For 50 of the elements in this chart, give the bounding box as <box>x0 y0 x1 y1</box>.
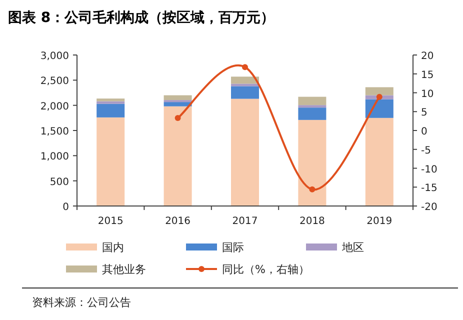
bar <box>96 104 125 118</box>
y2-tick-label: 5 <box>421 108 428 119</box>
y2-tick-label: 15 <box>421 70 434 81</box>
y2-tick-label: -5 <box>421 145 431 156</box>
bar <box>298 108 326 120</box>
y-tick-label: 500 <box>50 176 69 188</box>
bar <box>298 105 326 108</box>
point <box>376 94 382 100</box>
x-tick-label: 2015 <box>98 216 124 227</box>
point <box>242 64 248 70</box>
bar <box>96 117 125 206</box>
legend-label: 国内 <box>102 241 124 254</box>
y-tick-label: 2,000 <box>40 101 69 112</box>
bar <box>96 101 125 104</box>
bar <box>365 87 394 96</box>
y2-tick-label: -10 <box>421 164 438 176</box>
y2-tick-label: 20 <box>421 51 434 62</box>
bar <box>96 98 125 102</box>
bar <box>365 118 394 206</box>
legend-label: 地区 <box>341 241 364 254</box>
legend-label: 国际 <box>222 241 244 254</box>
x-tick-label: 2018 <box>299 216 325 227</box>
y-tick-label: 0 <box>62 202 69 213</box>
bar <box>164 106 192 206</box>
text: 资料来源：公司公告 <box>32 296 131 309</box>
y-tick-label: 3,000 <box>40 51 69 62</box>
bar <box>231 98 259 206</box>
y2-tick-label: 0 <box>421 126 428 138</box>
x-tick-label: 2016 <box>165 216 191 227</box>
y2-tick-label: -20 <box>421 202 438 213</box>
bar <box>164 102 192 106</box>
y-tick-label: 1,000 <box>40 152 69 163</box>
bar <box>298 120 326 206</box>
legend-label: 其他业务 <box>102 263 146 276</box>
bar <box>298 96 326 106</box>
chart-title: 图表 8：公司毛利构成（按区域，百万元） <box>8 9 275 26</box>
bar <box>164 95 192 100</box>
y2-tick-label: -15 <box>421 183 438 194</box>
legend-label: 同比（%，右轴） <box>222 263 310 276</box>
bar <box>365 99 394 118</box>
x-tick-label: 2017 <box>232 216 258 227</box>
bar <box>231 86 259 99</box>
y-tick-label: 2,500 <box>40 76 69 88</box>
point <box>174 115 181 122</box>
y2-tick-label: 10 <box>421 88 434 100</box>
x-tick-label: 2019 <box>366 216 392 227</box>
point <box>309 186 316 192</box>
y-tick-label: 1,500 <box>40 126 69 138</box>
bar <box>231 76 259 84</box>
bar <box>231 84 259 86</box>
